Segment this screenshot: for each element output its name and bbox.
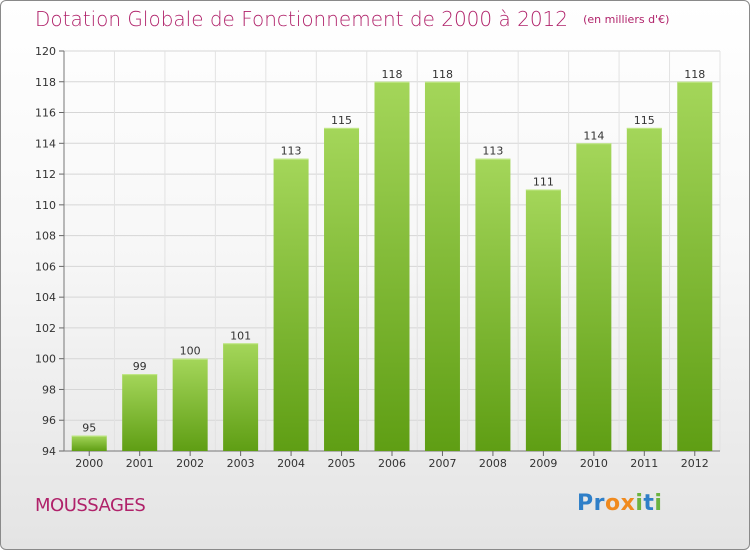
data-label: 95 <box>82 422 96 435</box>
title-row: Dotation Globale de Fonctionnement de 20… <box>35 7 669 31</box>
logo-letter: r <box>593 491 605 516</box>
data-label: 101 <box>230 329 251 342</box>
chart-subtitle: (en milliers d'€) <box>583 13 670 26</box>
x-tick-label: 2004 <box>277 457 305 470</box>
logo-letter: t <box>643 491 655 516</box>
bar <box>273 158 309 451</box>
bar <box>374 81 410 452</box>
y-tick-label: 120 <box>35 45 56 58</box>
data-label: 111 <box>533 175 554 188</box>
logo-letter: i <box>635 491 644 516</box>
x-tick-label: 2003 <box>227 457 255 470</box>
y-tick-label: 104 <box>35 291 56 304</box>
y-tick-label: 114 <box>35 137 56 150</box>
bar <box>172 358 208 451</box>
x-tick-label: 2008 <box>479 457 507 470</box>
bar <box>324 127 360 451</box>
data-label: 114 <box>583 129 604 142</box>
x-tick-label: 2000 <box>75 457 103 470</box>
x-tick-label: 2011 <box>630 457 658 470</box>
data-label: 115 <box>331 114 352 127</box>
x-tick-label: 2002 <box>176 457 204 470</box>
x-tick-label: 2010 <box>580 457 608 470</box>
proxiti-logo[interactable]: Proxiti <box>577 491 662 516</box>
data-label: 100 <box>180 345 201 358</box>
x-tick-label: 2012 <box>681 457 709 470</box>
y-tick-label: 112 <box>35 168 56 181</box>
data-label: 115 <box>634 114 655 127</box>
data-label: 99 <box>133 360 147 373</box>
bar <box>424 81 460 452</box>
y-tick-label: 110 <box>35 199 56 212</box>
x-tick-label: 2006 <box>378 457 406 470</box>
y-tick-label: 94 <box>42 445 56 458</box>
x-tick-label: 2007 <box>428 457 456 470</box>
y-tick-label: 100 <box>35 353 56 366</box>
bar <box>71 435 107 451</box>
x-tick-label: 2001 <box>126 457 154 470</box>
y-tick-label: 106 <box>35 260 56 273</box>
logo-letter: P <box>577 491 594 516</box>
location-name: MOUSSAGES <box>35 495 146 516</box>
bar <box>475 158 511 451</box>
y-tick-label: 118 <box>35 76 56 89</box>
data-label: 113 <box>482 145 503 158</box>
bar <box>576 143 612 452</box>
data-label: 118 <box>382 68 403 81</box>
logo-letter: i <box>654 491 663 516</box>
bar <box>223 343 259 451</box>
x-tick-label: 2009 <box>529 457 557 470</box>
data-label: 113 <box>281 145 302 158</box>
bar <box>626 127 662 451</box>
x-tick-label: 2005 <box>328 457 356 470</box>
data-label: 118 <box>684 68 705 81</box>
bar <box>677 81 713 452</box>
bar <box>122 374 158 451</box>
data-label: 118 <box>432 68 453 81</box>
chart-title: Dotation Globale de Fonctionnement de 20… <box>35 7 568 31</box>
y-tick-label: 98 <box>42 383 56 396</box>
y-tick-label: 108 <box>35 230 56 243</box>
y-tick-label: 96 <box>42 414 56 427</box>
bar <box>525 189 561 451</box>
labels: 94 96 98 100 102 104 106 108 110 112 114 116 118 120 9… <box>35 45 709 470</box>
y-tick-label: 102 <box>35 322 56 335</box>
logo-letter: x <box>620 491 636 516</box>
logo-letter: o <box>604 491 621 516</box>
y-tick-label: 116 <box>35 107 56 120</box>
bars <box>71 81 713 452</box>
